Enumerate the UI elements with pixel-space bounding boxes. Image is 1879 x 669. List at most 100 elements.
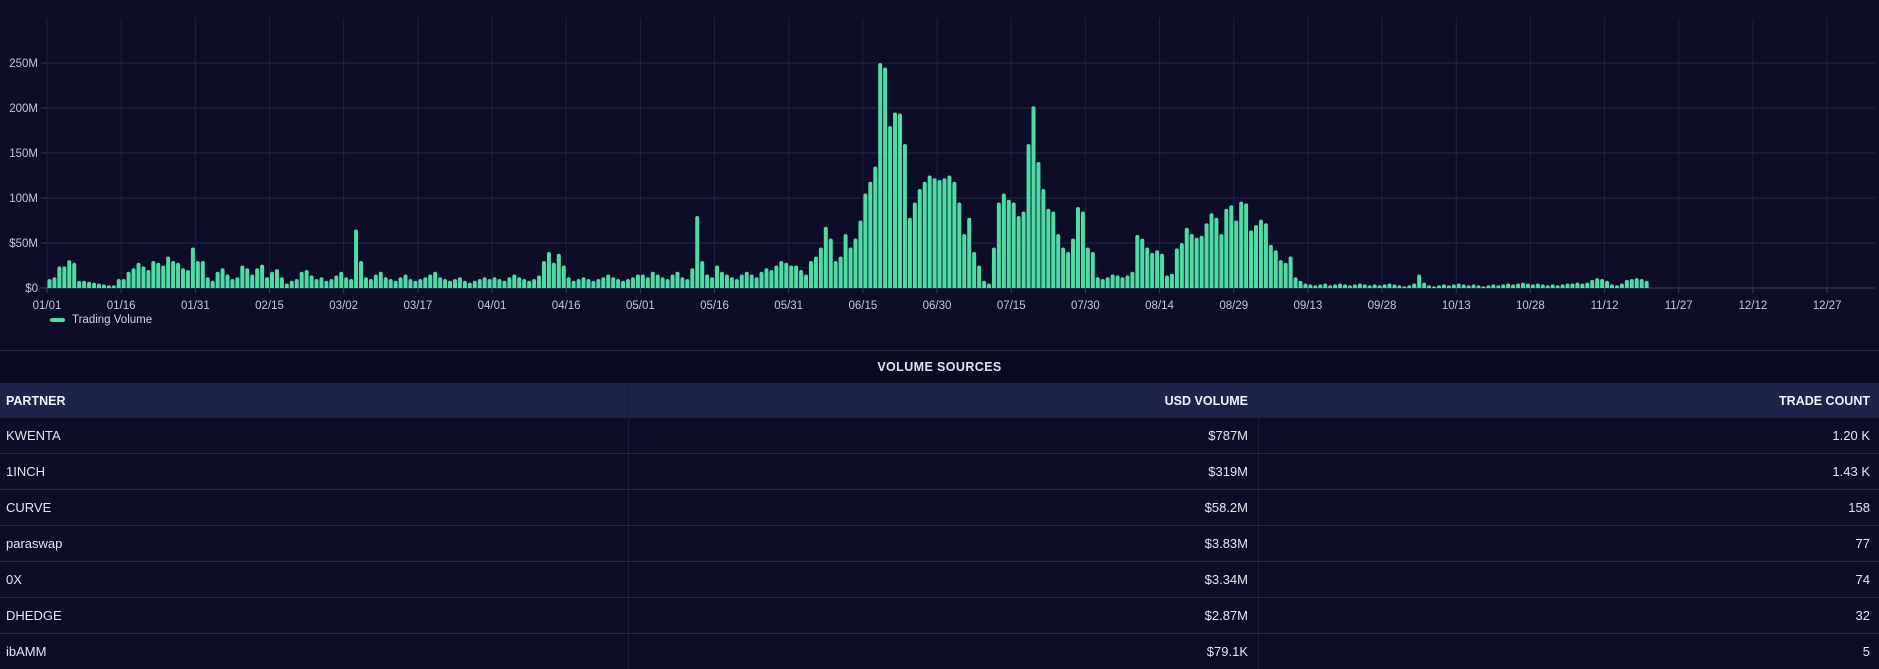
volume-bar[interactable]: [680, 277, 684, 292]
volume-bar[interactable]: [532, 279, 536, 292]
volume-bar[interactable]: [384, 277, 388, 292]
volume-bar[interactable]: [186, 270, 190, 292]
volume-bar[interactable]: [1145, 248, 1149, 293]
volume-bar[interactable]: [468, 283, 472, 292]
volume-bar[interactable]: [48, 279, 52, 292]
volume-bar[interactable]: [720, 272, 724, 292]
volume-bar[interactable]: [972, 252, 976, 292]
volume-bar[interactable]: [1467, 285, 1471, 292]
volume-bar[interactable]: [1160, 254, 1164, 292]
volume-bar[interactable]: [1303, 284, 1307, 293]
volume-bar[interactable]: [122, 279, 126, 292]
volume-bar[interactable]: [275, 269, 279, 292]
volume-bar[interactable]: [641, 275, 645, 293]
volume-bar[interactable]: [310, 275, 314, 292]
volume-bar[interactable]: [705, 275, 709, 293]
volume-bar[interactable]: [695, 216, 699, 292]
volume-bar[interactable]: [1180, 243, 1184, 292]
volume-bar[interactable]: [230, 279, 234, 292]
volume-bar[interactable]: [1486, 285, 1490, 292]
volume-bar[interactable]: [285, 284, 289, 293]
volume-bar[interactable]: [1165, 275, 1169, 292]
volume-bar[interactable]: [1125, 275, 1129, 292]
volume-bar[interactable]: [928, 176, 932, 293]
volume-bar[interactable]: [908, 218, 912, 292]
volume-bar[interactable]: [423, 277, 427, 292]
volume-bar[interactable]: [235, 277, 239, 292]
volume-bar[interactable]: [1556, 285, 1560, 292]
volume-bar[interactable]: [1289, 257, 1293, 293]
volume-bar[interactable]: [631, 277, 635, 292]
volume-bar[interactable]: [1185, 228, 1189, 292]
volume-bar[interactable]: [740, 275, 744, 293]
volume-bar[interactable]: [1417, 275, 1421, 293]
volume-bar[interactable]: [52, 277, 56, 292]
volume-bar[interactable]: [666, 279, 670, 292]
volume-bar[interactable]: [730, 277, 734, 292]
volume-bar[interactable]: [97, 284, 101, 293]
volume-bar[interactable]: [1595, 278, 1599, 292]
volume-bar[interactable]: [1457, 284, 1461, 293]
volume-bar[interactable]: [779, 261, 783, 292]
volume-bar[interactable]: [1061, 248, 1065, 293]
volume-bar[interactable]: [107, 285, 111, 292]
volume-bar[interactable]: [488, 279, 492, 292]
volume-bar[interactable]: [1323, 284, 1327, 293]
volume-bar[interactable]: [1600, 279, 1604, 292]
volume-bar[interactable]: [127, 272, 131, 292]
volume-bar[interactable]: [1195, 238, 1199, 292]
volume-bar[interactable]: [552, 263, 556, 292]
volume-bar[interactable]: [1229, 205, 1233, 292]
volume-bar[interactable]: [334, 275, 338, 292]
volume-bar[interactable]: [878, 63, 882, 292]
volume-bar[interactable]: [364, 277, 368, 292]
volume-bar[interactable]: [374, 275, 378, 293]
volume-bar[interactable]: [809, 261, 813, 292]
volume-bar[interactable]: [290, 281, 294, 292]
volume-bar[interactable]: [636, 275, 640, 293]
volume-bar[interactable]: [1477, 285, 1481, 292]
volume-bar[interactable]: [433, 272, 437, 292]
volume-bar[interactable]: [72, 263, 76, 292]
volume-bar[interactable]: [957, 203, 961, 293]
volume-bar[interactable]: [542, 261, 546, 292]
volume-bar[interactable]: [1264, 223, 1268, 292]
volume-bar[interactable]: [1630, 279, 1634, 292]
volume-bar[interactable]: [1234, 221, 1238, 293]
volume-bar[interactable]: [982, 281, 986, 292]
volume-bar[interactable]: [1224, 209, 1228, 292]
volume-bar[interactable]: [67, 260, 71, 292]
volume-bar[interactable]: [883, 68, 887, 293]
volume-bar[interactable]: [280, 277, 284, 292]
volume-bar[interactable]: [1111, 275, 1115, 293]
volume-bar[interactable]: [117, 279, 121, 292]
volume-bar[interactable]: [1447, 285, 1451, 292]
volume-bar[interactable]: [1570, 284, 1574, 293]
volume-bar[interactable]: [201, 261, 205, 292]
volume-bar[interactable]: [1170, 274, 1174, 292]
volume-bar[interactable]: [502, 281, 506, 292]
volume-bar[interactable]: [1546, 285, 1550, 292]
volume-bar[interactable]: [339, 272, 343, 292]
volume-bar[interactable]: [834, 261, 838, 292]
volume-bar[interactable]: [1031, 106, 1035, 292]
volume-bar[interactable]: [918, 189, 922, 292]
volume-bar[interactable]: [82, 281, 86, 292]
volume-bar[interactable]: [700, 261, 704, 292]
volume-bar[interactable]: [473, 281, 477, 292]
volume-bar[interactable]: [1625, 280, 1629, 292]
volume-bar[interactable]: [191, 248, 195, 293]
volume-bar[interactable]: [1027, 144, 1031, 292]
volume-bar[interactable]: [389, 279, 393, 292]
volume-bar[interactable]: [952, 182, 956, 292]
volume-bar[interactable]: [611, 277, 615, 292]
volume-bar[interactable]: [1051, 212, 1055, 293]
volume-bar[interactable]: [1412, 284, 1416, 293]
volume-bar[interactable]: [888, 126, 892, 292]
volume-bar[interactable]: [596, 279, 600, 292]
volume-bar[interactable]: [547, 252, 551, 292]
volume-bar[interactable]: [196, 261, 200, 292]
volume-bar[interactable]: [463, 281, 467, 292]
volume-bar[interactable]: [1645, 281, 1649, 292]
volume-bar[interactable]: [438, 277, 442, 292]
